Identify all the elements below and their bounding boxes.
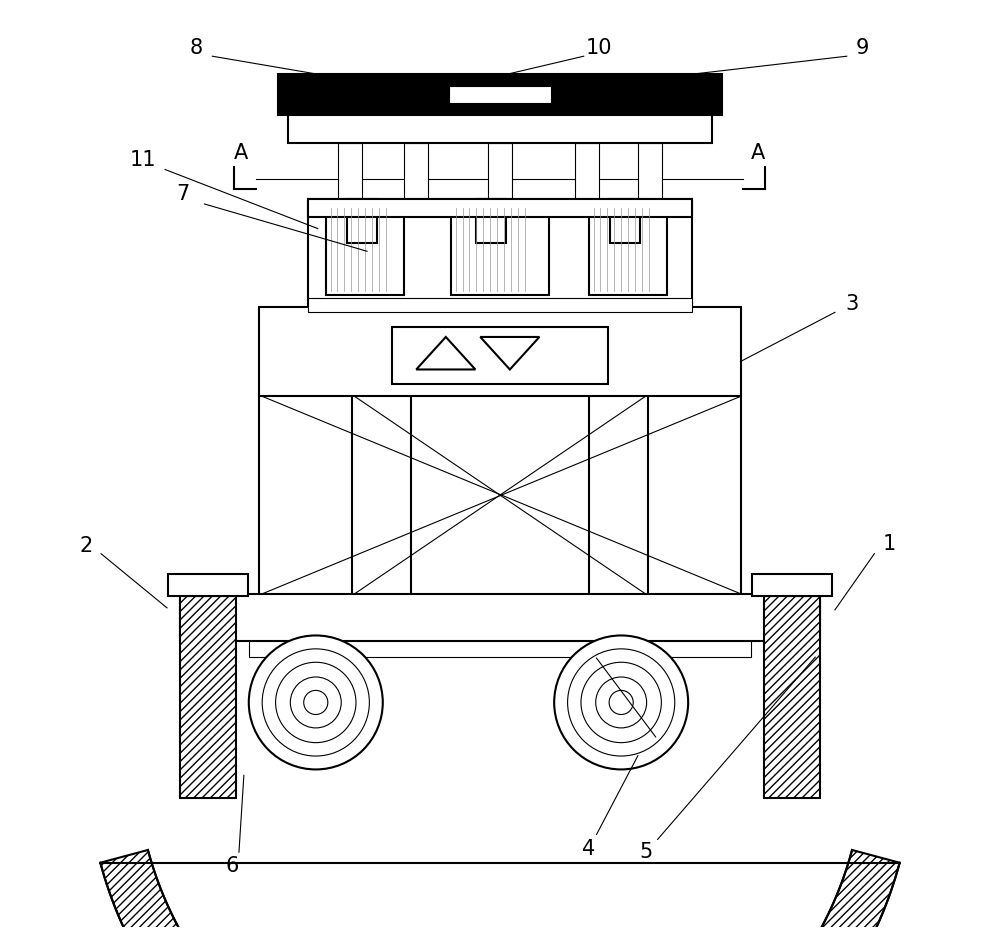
Circle shape bbox=[262, 649, 369, 756]
Circle shape bbox=[581, 662, 661, 743]
Circle shape bbox=[276, 662, 356, 743]
Bar bbox=[587, 658, 656, 677]
Bar bbox=[449, 86, 551, 104]
Text: 9: 9 bbox=[856, 38, 869, 58]
Bar bbox=[764, 596, 820, 798]
Polygon shape bbox=[100, 850, 900, 934]
Bar bbox=[638, 143, 662, 202]
Bar bbox=[488, 143, 512, 202]
Bar bbox=[589, 205, 667, 294]
Bar bbox=[338, 143, 362, 202]
Text: 7: 7 bbox=[176, 184, 189, 205]
Bar bbox=[352, 394, 411, 596]
Bar bbox=[259, 394, 741, 596]
Text: A: A bbox=[751, 143, 765, 163]
Bar bbox=[347, 199, 377, 244]
Bar bbox=[451, 205, 549, 294]
Bar bbox=[180, 594, 820, 642]
Circle shape bbox=[249, 635, 383, 770]
Bar bbox=[168, 574, 248, 596]
Polygon shape bbox=[416, 337, 475, 370]
Bar bbox=[249, 642, 751, 658]
Bar bbox=[281, 658, 350, 677]
Circle shape bbox=[568, 649, 675, 756]
Bar bbox=[288, 115, 712, 143]
Bar bbox=[308, 199, 692, 307]
Bar bbox=[575, 143, 599, 202]
Text: 11: 11 bbox=[130, 149, 157, 170]
Polygon shape bbox=[480, 337, 539, 370]
Wedge shape bbox=[554, 635, 688, 770]
Bar bbox=[308, 298, 692, 312]
Text: 6: 6 bbox=[225, 856, 239, 876]
Text: 1: 1 bbox=[883, 534, 896, 554]
Bar bbox=[308, 199, 692, 217]
Bar bbox=[278, 74, 722, 115]
Bar bbox=[392, 327, 608, 384]
Text: 10: 10 bbox=[585, 38, 612, 58]
Bar bbox=[259, 307, 741, 396]
Bar bbox=[610, 199, 640, 244]
Wedge shape bbox=[249, 635, 383, 770]
Text: 8: 8 bbox=[190, 38, 203, 58]
Bar bbox=[589, 394, 648, 596]
Bar bbox=[476, 199, 506, 244]
Text: 3: 3 bbox=[845, 294, 858, 315]
Text: A: A bbox=[234, 143, 248, 163]
Text: 2: 2 bbox=[80, 536, 93, 556]
Circle shape bbox=[609, 690, 633, 715]
Text: 5: 5 bbox=[639, 842, 652, 862]
Circle shape bbox=[304, 690, 328, 715]
Bar bbox=[326, 205, 404, 294]
Text: 4: 4 bbox=[582, 840, 595, 859]
Bar bbox=[752, 574, 832, 596]
Bar bbox=[180, 596, 236, 798]
Circle shape bbox=[596, 677, 647, 728]
Bar bbox=[404, 143, 428, 202]
Circle shape bbox=[554, 635, 688, 770]
Circle shape bbox=[290, 677, 341, 728]
